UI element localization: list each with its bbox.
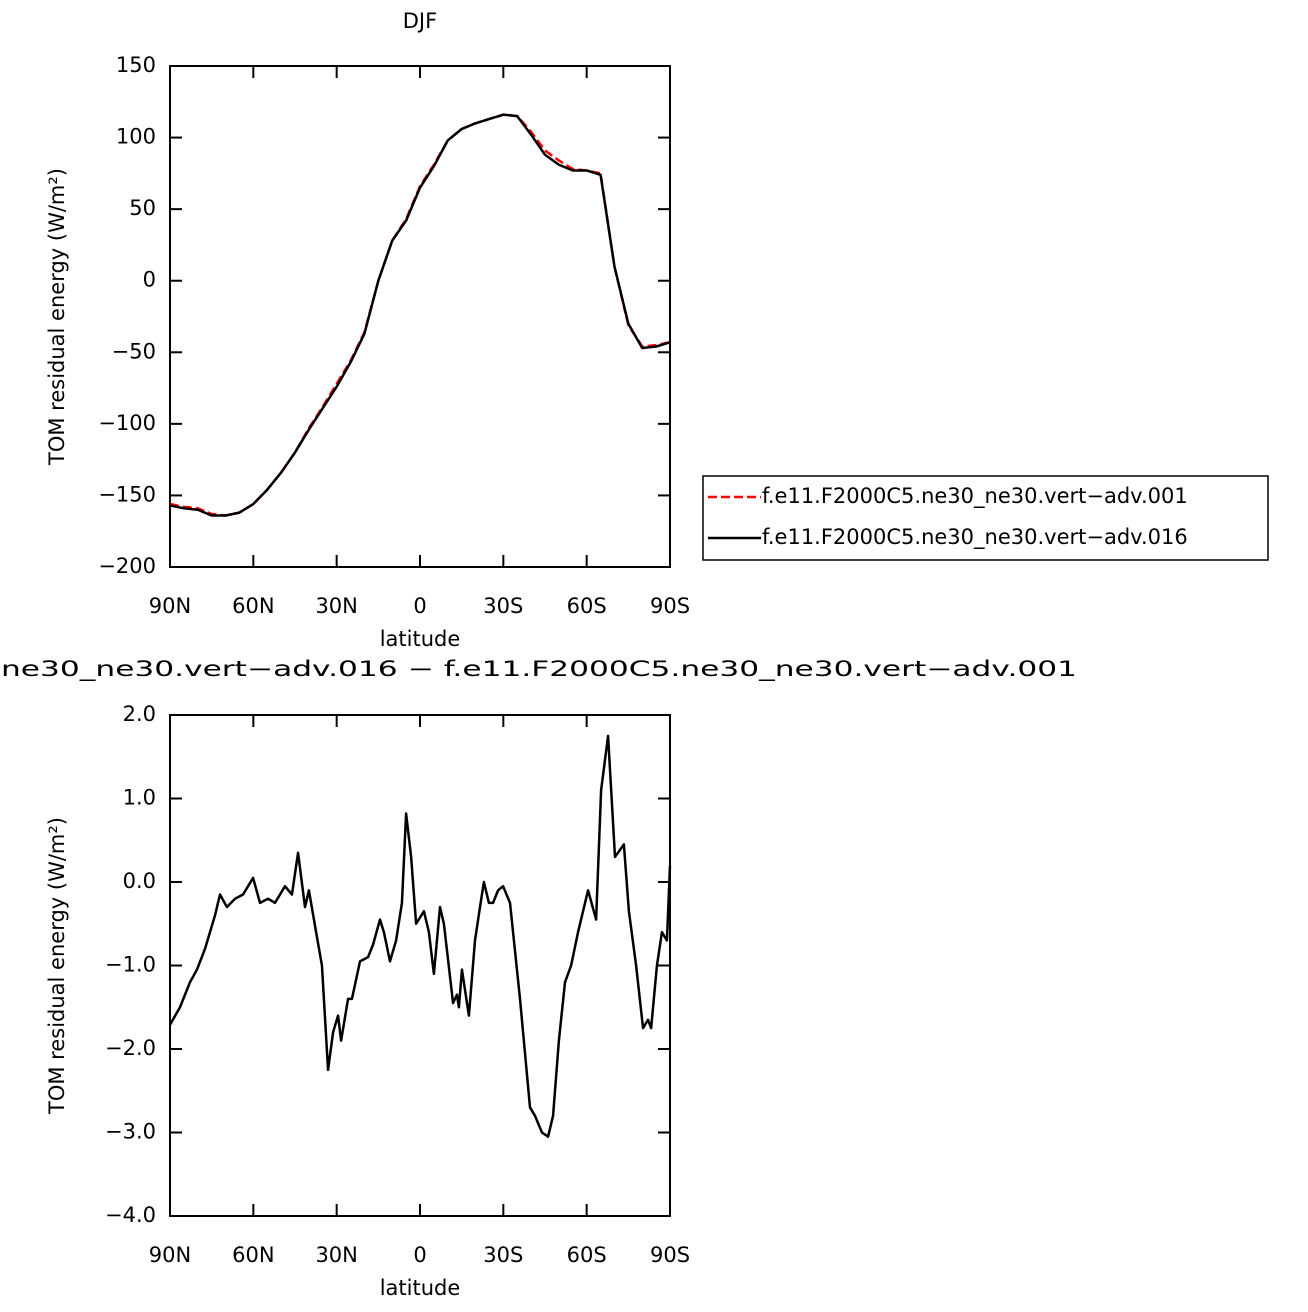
- x-tick-label: 30N: [315, 594, 357, 618]
- plot-frame: [169, 714, 671, 1217]
- y-tick-label: 0: [143, 268, 156, 292]
- x-tick-label: 60N: [232, 594, 274, 618]
- legend-box: [702, 475, 1269, 561]
- y-tick-label: 2.0: [123, 702, 156, 726]
- data-line: [169, 113, 671, 517]
- x-tick-label: 0: [413, 594, 426, 618]
- x-tick-label: 30S: [483, 594, 523, 618]
- y-tick-label: −1.0: [105, 953, 156, 977]
- data-line: [169, 113, 671, 517]
- x-tick-label: 30N: [315, 1243, 357, 1267]
- y-axis-label: TOM residual energy (W/m²): [45, 817, 69, 1115]
- plot-frame: [169, 65, 671, 568]
- y-tick-label: 50: [129, 196, 156, 220]
- x-axis-label: latitude: [380, 1276, 461, 1300]
- x-tick-label: 0: [413, 1243, 426, 1267]
- x-tick-label: 30S: [483, 1243, 523, 1267]
- x-tick-label: 90S: [650, 1243, 690, 1267]
- x-tick-label: 60N: [232, 1243, 274, 1267]
- x-tick-label: 90S: [650, 594, 690, 618]
- chart-title: DJF: [403, 9, 437, 33]
- y-tick-label: 150: [116, 53, 156, 77]
- legend-label: f.e11.F2000C5.ne30_ne30.vert−adv.001: [762, 484, 1188, 509]
- x-tick-label: 90N: [149, 594, 191, 618]
- y-tick-label: −200: [98, 554, 156, 578]
- y-tick-label: −150: [98, 482, 156, 506]
- x-axis-label: latitude: [380, 627, 461, 651]
- y-tick-label: −50: [112, 339, 156, 363]
- x-tick-label: 90N: [149, 1243, 191, 1267]
- x-tick-label: 60S: [567, 594, 607, 618]
- y-tick-label: 0.0: [123, 869, 156, 893]
- y-tick-label: −3.0: [105, 1120, 156, 1144]
- y-axis-label: TOM residual energy (W/m²): [45, 168, 69, 466]
- legend-label: f.e11.F2000C5.ne30_ne30.vert−adv.016: [762, 525, 1188, 550]
- x-tick-label: 60S: [567, 1243, 607, 1267]
- chart-title: ne30_ne30.vert−adv.016 − f.e11.F2000C5.n…: [1, 657, 1077, 682]
- y-tick-label: −4.0: [105, 1203, 156, 1227]
- y-tick-label: −2.0: [105, 1036, 156, 1060]
- y-tick-label: 100: [116, 125, 156, 149]
- data-line: [168, 734, 672, 1138]
- y-tick-label: 1.0: [123, 786, 156, 810]
- y-tick-label: −100: [98, 411, 156, 435]
